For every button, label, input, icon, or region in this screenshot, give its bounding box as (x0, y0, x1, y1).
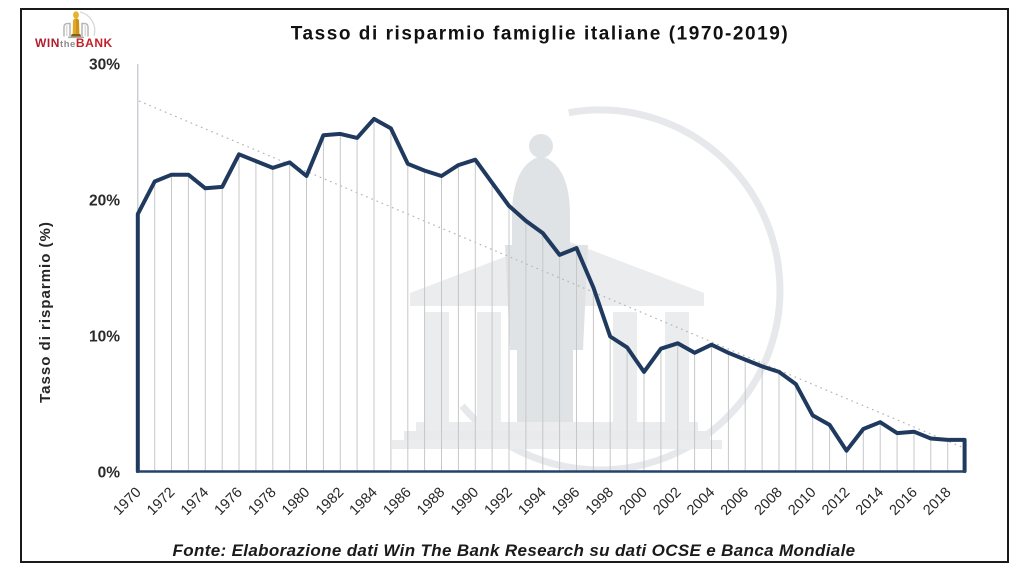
svg-text:30%: 30% (89, 57, 120, 74)
svg-text:10%: 10% (89, 329, 120, 346)
svg-text:0%: 0% (98, 465, 121, 482)
svg-text:WINtheBANK: WINtheBANK (35, 36, 113, 50)
svg-text:Tasso di risparmio famiglie it: Tasso di risparmio famiglie italiane (19… (291, 24, 790, 45)
svg-text:Tasso di risparmio (%): Tasso di risparmio (%) (37, 221, 54, 403)
svg-text:20%: 20% (89, 193, 120, 210)
svg-text:Fonte: Elaborazione dati Win T: Fonte: Elaborazione dati Win The Bank Re… (173, 541, 856, 560)
